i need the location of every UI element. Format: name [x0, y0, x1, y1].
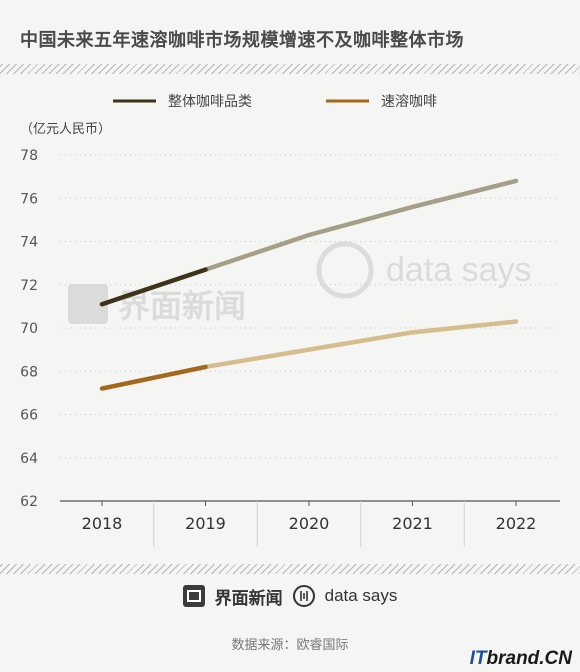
- series-line-forecast-0: [203, 178, 519, 272]
- itbrand-watermark: ITbrand.CN: [469, 648, 572, 669]
- datasays-watermark-text: data says: [386, 251, 532, 289]
- y-tick-label: 66: [20, 408, 38, 424]
- y-axis: 62 64 66 68 70 72 74 76 78: [20, 148, 560, 510]
- y-tick-label: 64: [20, 451, 38, 467]
- y-tick-label: 70: [20, 321, 38, 337]
- jiemian-watermark-logo: [68, 284, 108, 324]
- y-tick-label: 74: [20, 235, 38, 251]
- series-line-actual-1: [99, 364, 208, 391]
- x-tick-label: 2022: [496, 514, 537, 533]
- series-lines: [99, 178, 519, 391]
- bottom-divider: [0, 564, 580, 574]
- jiemian-logo-icon: [182, 585, 205, 607]
- footer-brand: 界面新闻 data says: [0, 578, 580, 614]
- watermark: 界面新闻 data says: [68, 241, 532, 325]
- legend: 整体咖啡品类 速溶咖啡: [113, 94, 437, 110]
- datasays-watermark-logo: [316, 241, 374, 299]
- x-tick-label: 2021: [392, 514, 433, 533]
- chart-title: 中国未来五年速溶咖啡市场规模增速不及咖啡整体市场: [20, 30, 464, 51]
- datasays-brand: data says: [324, 586, 398, 605]
- y-tick-label: 76: [20, 191, 38, 207]
- legend-label-instant: 速溶咖啡: [381, 94, 437, 110]
- y-tick-label: 72: [20, 278, 38, 294]
- series-line-forecast-1: [203, 319, 519, 370]
- y-tick-label: 78: [20, 148, 38, 164]
- line-chart: 整体咖啡品类 速溶咖啡 （亿元人民币） 界面新闻 data says 62646…: [20, 94, 560, 547]
- data-source: 数据来源：欧睿国际: [231, 638, 349, 653]
- top-divider: [0, 64, 580, 74]
- y-tick-label: 62: [20, 494, 38, 510]
- jiemian-brand: 界面新闻: [214, 588, 283, 609]
- y-axis-unit: （亿元人民币）: [20, 122, 111, 137]
- x-tick-label: 2019: [185, 514, 226, 533]
- x-tick-label: 2020: [289, 514, 330, 533]
- datasays-logo-icon: [292, 585, 315, 607]
- legend-label-total: 整体咖啡品类: [168, 94, 252, 110]
- x-axis: 2018 2019 2020 2021 2022: [82, 501, 537, 547]
- x-tick-label: 2018: [82, 514, 123, 533]
- y-tick-label: 68: [20, 364, 38, 380]
- series-line-actual-0: [99, 267, 208, 307]
